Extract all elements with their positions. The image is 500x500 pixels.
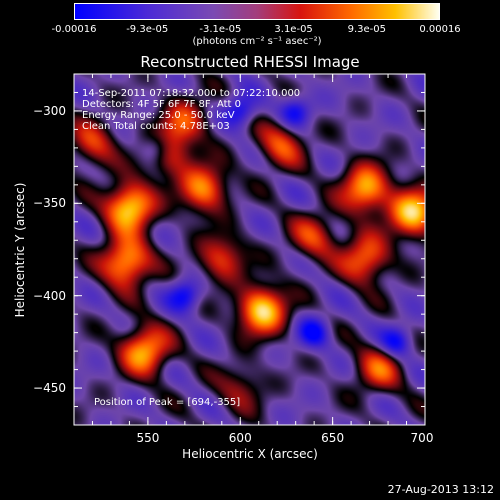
timestamp: 27-Aug-2013 13:12 xyxy=(387,483,494,496)
x-tick-label: 700 xyxy=(410,431,434,445)
y-tick-label: −450 xyxy=(33,381,66,396)
info-line-counts: Clean Total counts: 4.78E+03 xyxy=(82,121,230,132)
colorbar-tick-label: -3.1e-05 xyxy=(199,24,242,35)
heatmap-image xyxy=(74,74,425,425)
y-axis-label: Heliocentric Y (arcsec) xyxy=(13,182,27,318)
y-tick-label: −350 xyxy=(33,196,66,211)
x-tick-label: 650 xyxy=(321,431,345,445)
y-tick-label: −400 xyxy=(33,288,66,303)
x-tick-label: 550 xyxy=(136,431,160,445)
chart-title: Reconstructed RHESSI Image xyxy=(140,53,360,71)
colorbar-tick-label: 9.3e-05 xyxy=(347,24,386,35)
info-line-energy: Energy Range: 25.0 - 50.0 keV xyxy=(82,110,235,121)
colorbar-units: (photons cm⁻² s⁻¹ asec⁻²) xyxy=(192,36,322,47)
plot-border xyxy=(73,73,426,426)
x-axis-label: Heliocentric X (arcsec) xyxy=(182,447,318,461)
y-tick-label: −300 xyxy=(33,103,66,118)
colorbar-tick-label: -9.3e-05 xyxy=(126,24,169,35)
colorbar-tick-label: 3.1e-05 xyxy=(274,24,313,35)
info-line-time: 14-Sep-2011 07:18:32.000 to 07:22:10.000 xyxy=(82,88,301,99)
peak-position-label: Position of Peak = [694,-355] xyxy=(94,397,241,408)
x-tick-label: 600 xyxy=(228,431,252,445)
colorbar-tick-label: -0.00016 xyxy=(51,24,97,35)
info-line-detectors: Detectors: 4F 5F 6F 7F 8F, Att 0 xyxy=(82,99,242,110)
colorbar-tick-label: 0.00016 xyxy=(419,24,461,35)
colorbar xyxy=(74,3,440,20)
